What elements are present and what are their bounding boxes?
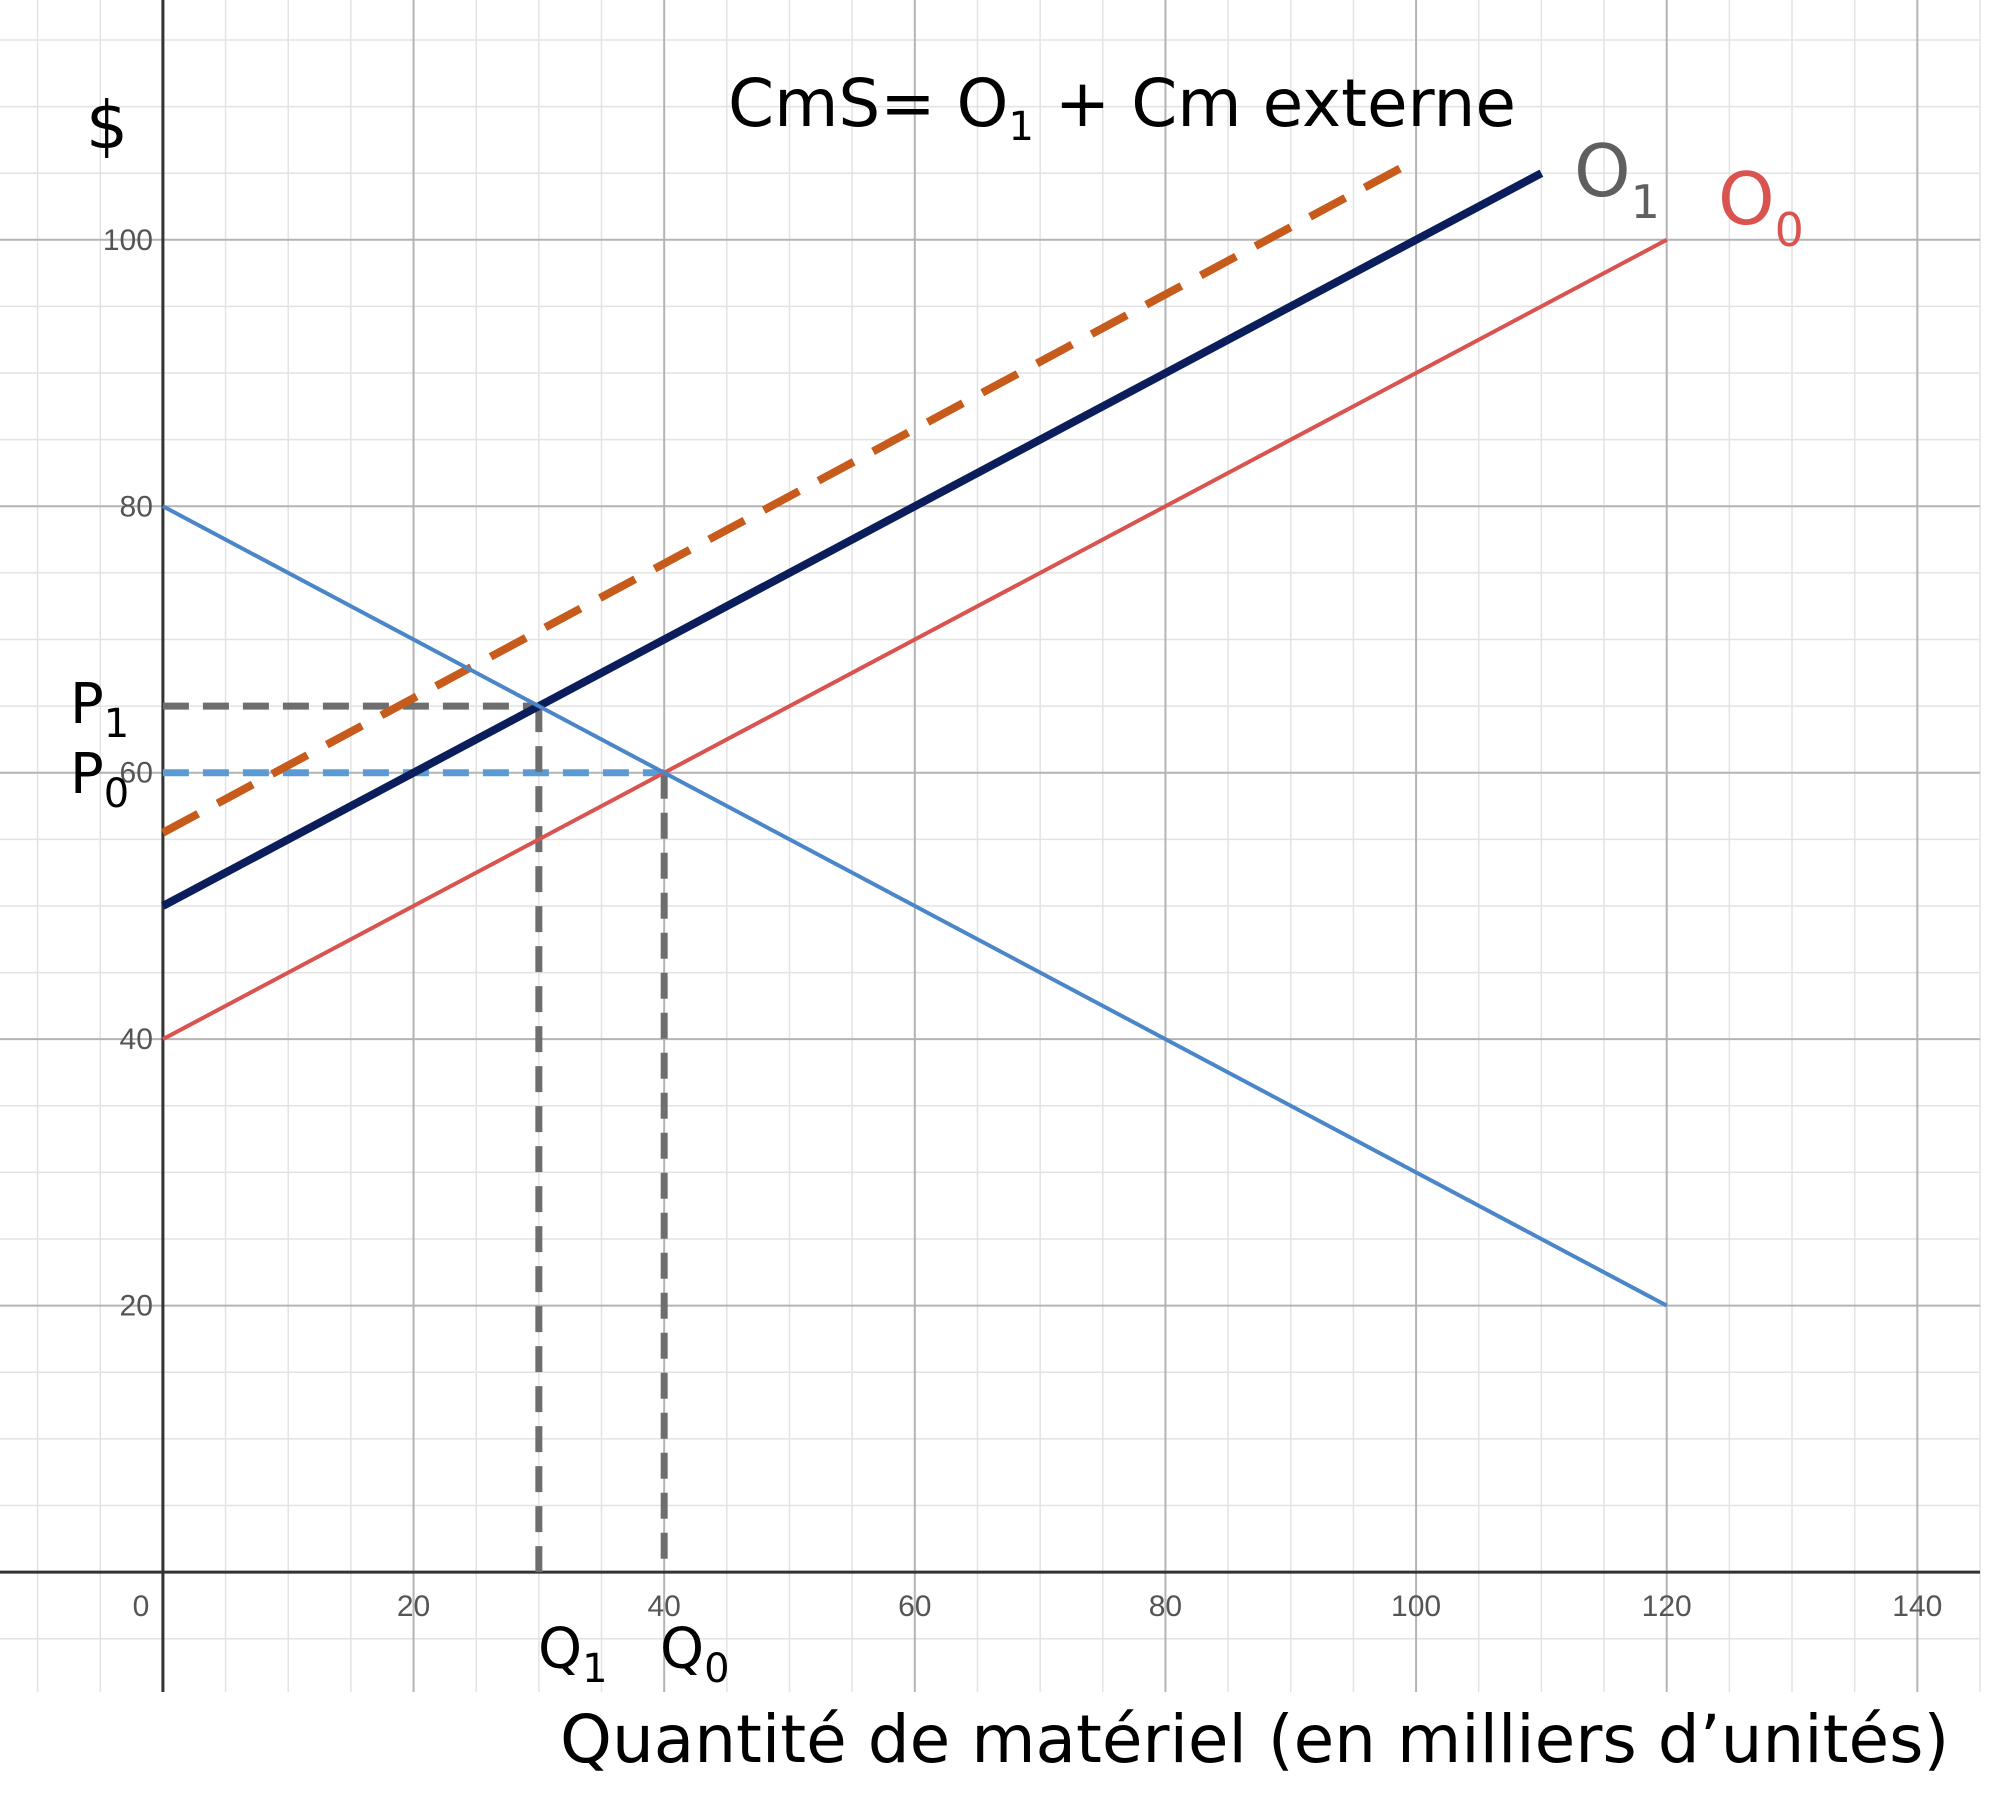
y-axis-label: $	[86, 87, 128, 164]
series-label-o1: O1	[1574, 129, 1660, 229]
x-tick-label: 80	[1149, 1590, 1182, 1623]
x-tick-label: 40	[647, 1590, 680, 1623]
supply-o0-line	[161, 238, 1668, 1041]
series-label-o0: O0	[1718, 157, 1804, 257]
series-lines	[161, 156, 1668, 1308]
y-tick-label: 40	[120, 1023, 153, 1056]
axes	[0, 0, 1980, 1692]
y-tick-label: 80	[120, 490, 153, 523]
q0-label: Q0	[660, 1617, 730, 1692]
demand-line	[161, 504, 1668, 1308]
supply-o1-line	[161, 169, 1544, 910]
p1-label: P1	[70, 672, 129, 747]
social-cost-line	[161, 156, 1418, 837]
x-tick-label: 60	[898, 1590, 931, 1623]
x-tick-label: 0	[133, 1590, 150, 1623]
x-tick-label: 120	[1642, 1590, 1692, 1623]
chart-title: CmS= O1 + Cm externe	[728, 65, 1516, 150]
x-tick-label: 100	[1391, 1590, 1441, 1623]
x-tick-label: 140	[1892, 1590, 1942, 1623]
grid-minor	[0, 0, 1981, 1692]
tick-labels: 0 20 40 60 80 100 120 140 20 40 60 80 100	[103, 224, 1943, 1623]
x-tick-label: 20	[397, 1590, 430, 1623]
p0-label: P0	[70, 742, 129, 817]
y-tick-label: 100	[103, 224, 153, 257]
q1-label: Q1	[538, 1617, 608, 1692]
y-tick-label: 20	[120, 1290, 153, 1323]
x-axis-label: Quantité de matériel (en milliers d’unit…	[560, 1701, 1949, 1778]
y-tick-label: 60	[120, 757, 153, 790]
